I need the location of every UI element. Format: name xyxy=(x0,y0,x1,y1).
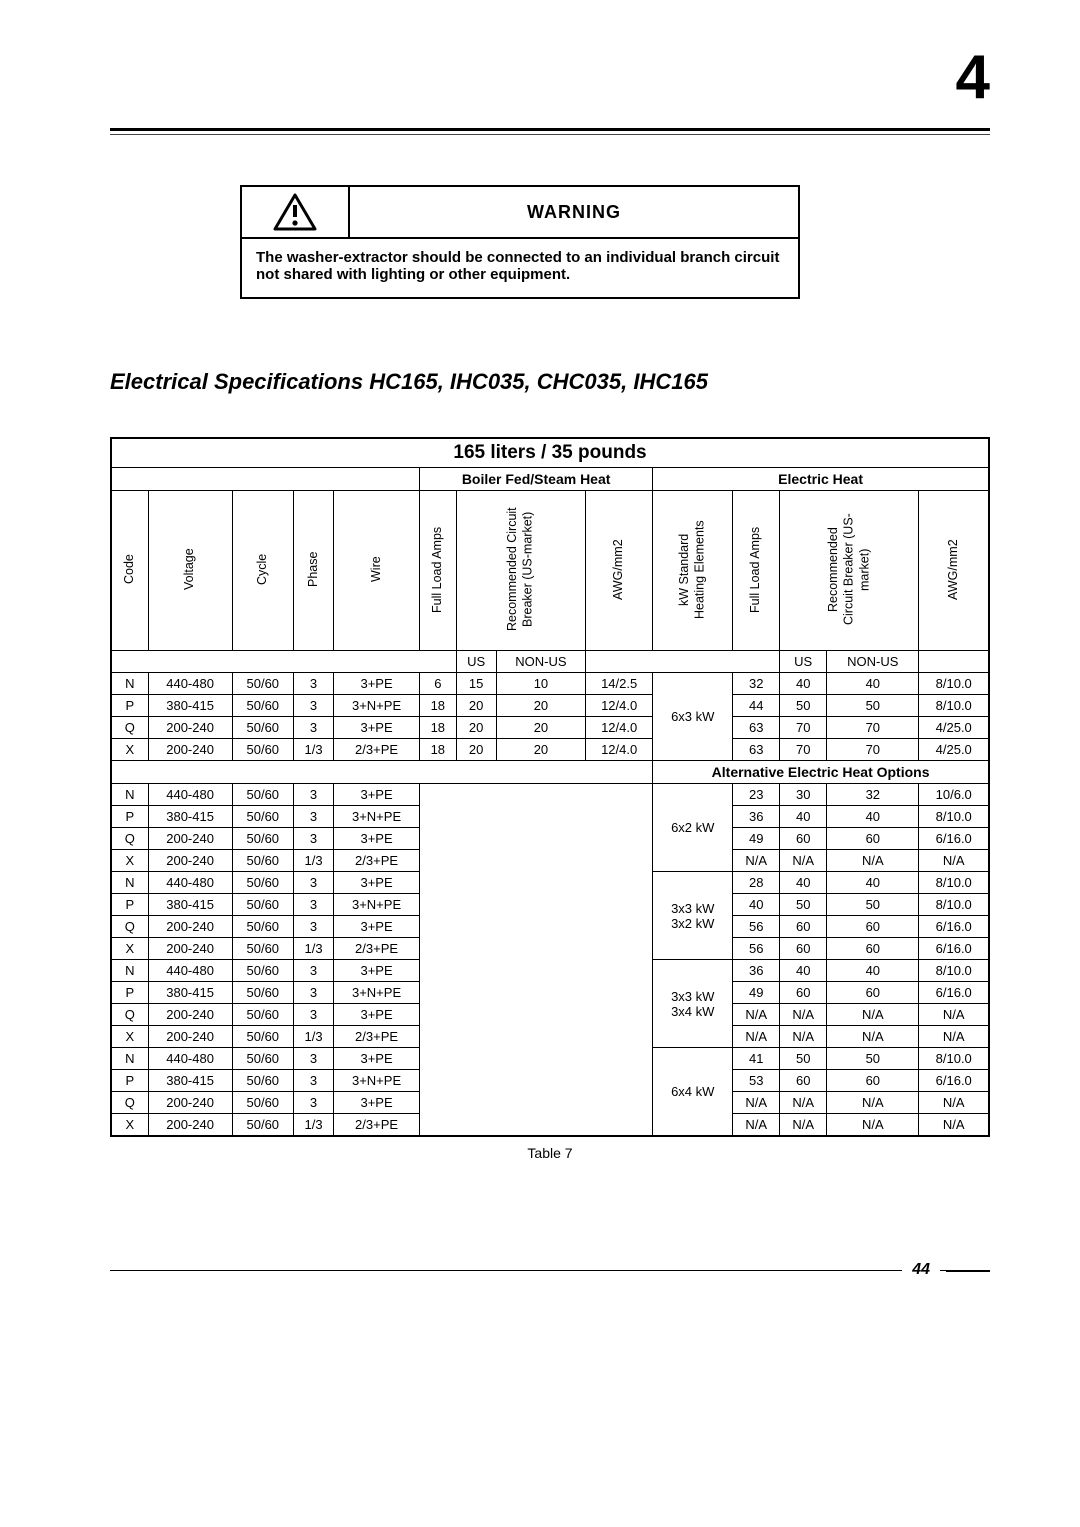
page-number: 44 xyxy=(902,1261,940,1279)
warning-icon xyxy=(272,192,318,232)
electric-heat-head: Electric Heat xyxy=(653,468,989,491)
kw-cell: 3x3 kW3x2 kW xyxy=(653,872,733,960)
boiler-blank xyxy=(420,784,653,1137)
boiler-heat-head: Boiler Fed/Steam Heat xyxy=(420,468,653,491)
subcol-us-2: US xyxy=(780,651,827,673)
col-fla-elec: Full Load Amps xyxy=(733,491,780,651)
page-footer: 44 xyxy=(110,1261,990,1281)
footer-tick xyxy=(946,1270,990,1272)
table-row: N440-48050/6033+PE6151014/2.56x3 kW32404… xyxy=(111,673,989,695)
col-fla-boiler: Full Load Amps xyxy=(420,491,457,651)
spec-table-wrapper: 165 liters / 35 poundsBoiler Fed/Steam H… xyxy=(110,437,990,1161)
subcol-nonus-2: NON-US xyxy=(827,651,919,673)
spec-table: 165 liters / 35 poundsBoiler Fed/Steam H… xyxy=(110,437,990,1137)
kw-cell: 6x4 kW xyxy=(653,1048,733,1137)
subcol-nonus-1: NON-US xyxy=(496,651,585,673)
table-row: N440-48050/6033+PE6x2 kW23303210/6.0 xyxy=(111,784,989,806)
col-breaker-elec: RecommendedCircuit Breaker (US-market) xyxy=(780,491,919,651)
warning-box: WARNING The washer-extractor should be c… xyxy=(240,185,990,299)
col-awg-elec: AWG/mm2 xyxy=(919,491,989,651)
warning-title: WARNING xyxy=(350,185,800,239)
col-kw-standard: kW StandardHeating Elements xyxy=(653,491,733,651)
table-title: 165 liters / 35 pounds xyxy=(111,438,989,468)
kw-cell: 3x3 kW3x4 kW xyxy=(653,960,733,1048)
col-phase: Phase xyxy=(294,491,334,651)
col-cycle: Cycle xyxy=(232,491,293,651)
table-row: Q200-24050/6033+PE18202012/4.06370704/25… xyxy=(111,717,989,739)
alt-heading: Alternative Electric Heat Options xyxy=(653,761,989,784)
warning-text: The washer-extractor should be connected… xyxy=(240,239,800,299)
header-rule xyxy=(110,128,990,135)
subcol-us-1: US xyxy=(456,651,496,673)
col-awg-boiler: AWG/mm2 xyxy=(586,491,653,651)
col-wire: Wire xyxy=(334,491,420,651)
table-row: P380-41550/6033+N+PE18202012/4.04450508/… xyxy=(111,695,989,717)
chapter-number: 4 xyxy=(956,42,990,113)
table-row: X200-24050/601/32/3+PE18202012/4.0637070… xyxy=(111,739,989,761)
kw-cell: 6x2 kW xyxy=(653,784,733,872)
table-caption: Table 7 xyxy=(110,1145,990,1161)
section-title: Electrical Specifications HC165, IHC035,… xyxy=(110,369,990,395)
kw-cell: 6x3 kW xyxy=(653,673,733,761)
warning-icon-cell xyxy=(240,185,350,239)
col-code: Code xyxy=(111,491,148,651)
col-voltage: Voltage xyxy=(148,491,232,651)
col-breaker-boiler: Recommended CircuitBreaker (US-market) xyxy=(456,491,586,651)
